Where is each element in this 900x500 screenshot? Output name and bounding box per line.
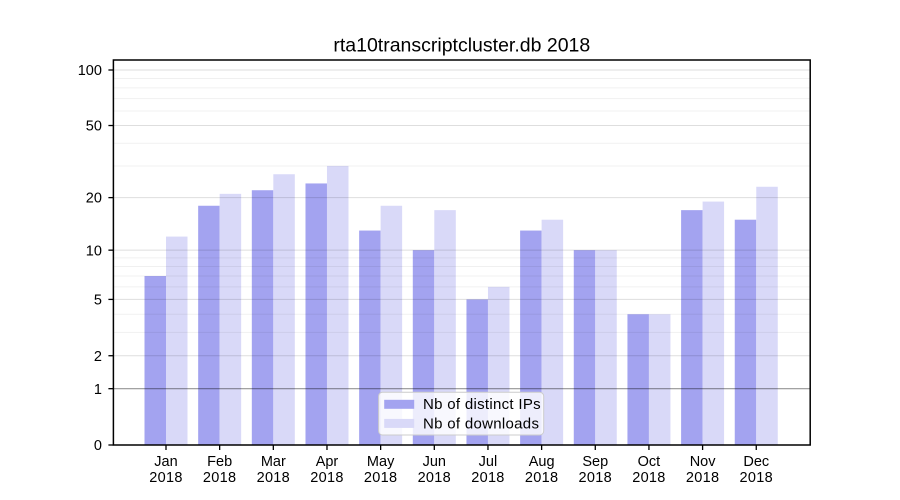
svg-text:Jun: Jun xyxy=(423,454,446,470)
svg-text:May: May xyxy=(367,454,395,470)
svg-text:2018: 2018 xyxy=(203,470,236,486)
svg-text:rta10transcriptcluster.db 2018: rta10transcriptcluster.db 2018 xyxy=(333,35,590,57)
svg-text:2: 2 xyxy=(94,349,102,365)
svg-text:2018: 2018 xyxy=(364,470,397,486)
svg-text:Aug: Aug xyxy=(529,454,555,470)
svg-text:Dec: Dec xyxy=(743,454,769,470)
svg-text:100: 100 xyxy=(78,63,102,79)
svg-text:Jan: Jan xyxy=(154,454,177,470)
svg-text:20: 20 xyxy=(86,191,102,207)
svg-text:Nb of distinct IPs: Nb of distinct IPs xyxy=(423,396,541,413)
svg-text:2018: 2018 xyxy=(471,470,504,486)
svg-text:50: 50 xyxy=(86,119,102,135)
svg-text:2018: 2018 xyxy=(632,470,665,486)
svg-text:2018: 2018 xyxy=(418,470,451,486)
svg-text:2018: 2018 xyxy=(525,470,558,486)
svg-text:Oct: Oct xyxy=(638,454,661,470)
svg-text:10: 10 xyxy=(86,243,102,259)
svg-text:2018: 2018 xyxy=(310,470,343,486)
svg-text:2018: 2018 xyxy=(579,470,612,486)
svg-text:Nb of downloads: Nb of downloads xyxy=(423,415,539,432)
svg-text:Feb: Feb xyxy=(207,454,232,470)
svg-text:0: 0 xyxy=(94,438,102,454)
svg-text:2018: 2018 xyxy=(149,470,182,486)
svg-text:5: 5 xyxy=(94,293,102,309)
svg-text:Sep: Sep xyxy=(582,454,608,470)
svg-text:1: 1 xyxy=(94,382,102,398)
svg-text:Nov: Nov xyxy=(690,454,717,470)
svg-text:Mar: Mar xyxy=(261,454,286,470)
svg-text:Jul: Jul xyxy=(479,454,498,470)
svg-text:Apr: Apr xyxy=(316,454,339,470)
svg-text:2018: 2018 xyxy=(740,470,773,486)
svg-text:2018: 2018 xyxy=(257,470,290,486)
svg-text:2018: 2018 xyxy=(686,470,719,486)
